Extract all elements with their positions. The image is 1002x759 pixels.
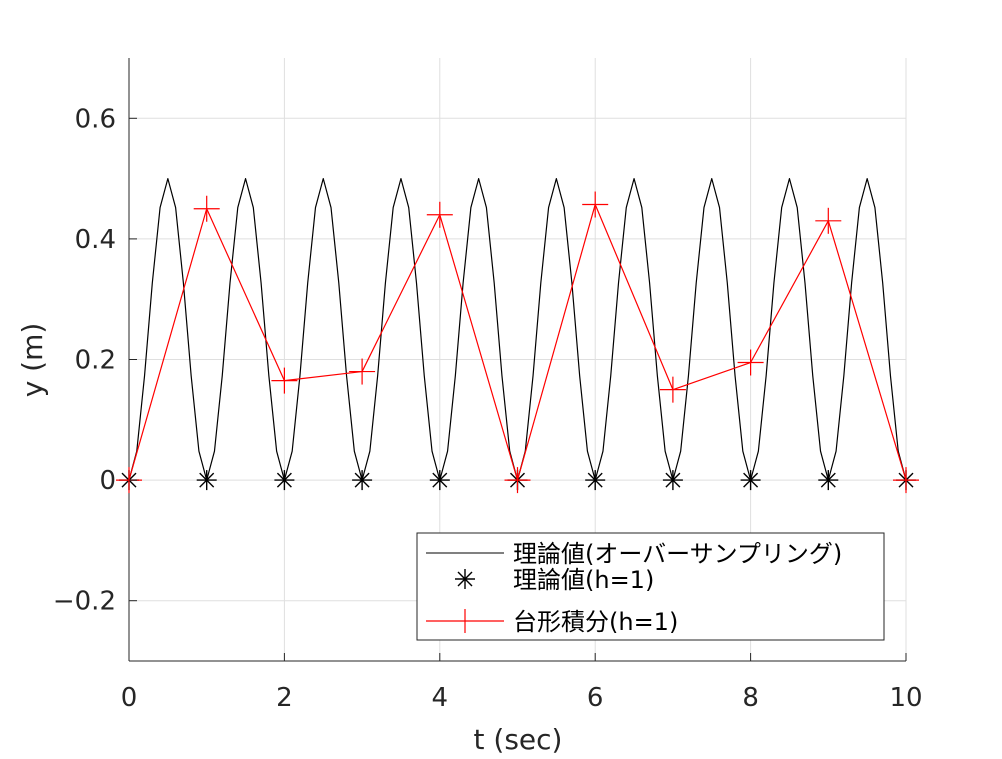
legend-label-trapezoid-h1: 台形積分(h=1) <box>513 608 678 636</box>
y-tick-label: 0 <box>99 466 116 496</box>
plus-marker <box>659 376 686 403</box>
asterisk-marker <box>196 470 217 491</box>
plus-marker <box>737 349 764 376</box>
legend: 理論値(オーバーサンプリング) 理論値(h=1) 台形積分(h=1) <box>416 532 885 641</box>
x-tick-label: 8 <box>742 683 759 713</box>
legend-label-theory-oversampling: 理論値(オーバーサンプリング) <box>513 540 842 568</box>
x-tick-label: 10 <box>889 683 922 713</box>
y-axis-label: y (m) <box>16 323 49 398</box>
plus-marker <box>504 467 531 494</box>
plus-marker <box>815 207 842 234</box>
plus-marker <box>582 191 609 218</box>
x-tick-label: 6 <box>587 683 604 713</box>
plus-marker <box>893 467 919 494</box>
legend-label-theory-h1: 理論値(h=1) <box>513 566 654 594</box>
legend-box <box>416 532 885 641</box>
y-tick-label: 0.6 <box>75 104 116 134</box>
asterisk-marker <box>352 470 373 491</box>
plus-marker <box>349 358 376 385</box>
asterisk-marker <box>662 470 683 491</box>
plus-marker <box>193 195 220 222</box>
x-tick-label: 2 <box>276 683 293 713</box>
series-layer <box>116 178 919 494</box>
y-tick-label: 0.4 <box>75 225 116 255</box>
asterisk-marker <box>429 470 450 491</box>
asterisk-marker <box>585 470 606 491</box>
series-line-0 <box>128 178 907 481</box>
y-tick-label: 0.2 <box>75 346 116 376</box>
legend-swatch-theory-h1 <box>455 569 475 589</box>
x-tick-label: 4 <box>432 683 449 713</box>
y-tick-label: −0.2 <box>53 587 116 617</box>
x-axis-label: t (sec) <box>474 723 563 756</box>
legend-swatch-trapezoid-h1 <box>426 609 504 633</box>
x-tick-label: 0 <box>121 683 138 713</box>
series-line-2 <box>128 203 907 481</box>
ticks: 0 2 4 6 8 10 −0.2 0 0.2 0.4 0.6 <box>53 104 923 713</box>
plus-marker <box>426 201 453 228</box>
asterisk-marker <box>818 470 839 491</box>
asterisk-marker <box>740 470 761 491</box>
asterisk-marker <box>274 470 295 491</box>
plus-marker <box>271 367 298 394</box>
